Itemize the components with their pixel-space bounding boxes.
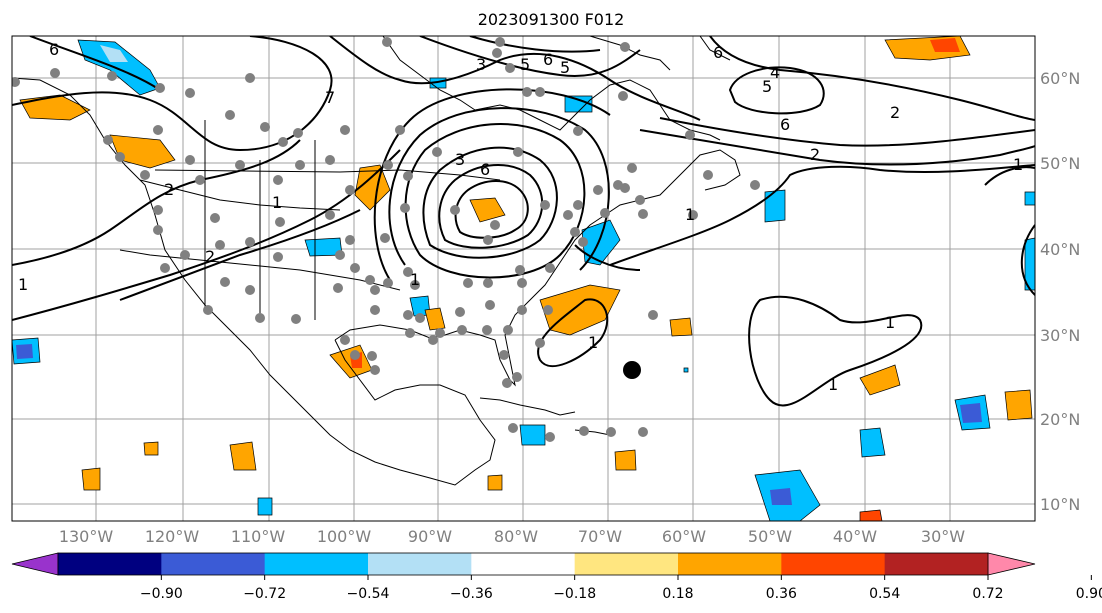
colorbar-segment	[884, 553, 989, 575]
svg-text:1: 1	[685, 205, 695, 224]
contours	[12, 36, 1035, 407]
svg-text:1: 1	[272, 193, 282, 212]
svg-text:5: 5	[520, 55, 530, 74]
svg-text:1: 1	[885, 313, 895, 332]
colorbar: −0.90 −0.72 −0.54 −0.36 −0.18 0.18 0.36 0.54 0.7…	[11, 552, 1102, 602]
svg-text:5: 5	[560, 58, 570, 77]
colorbar-low-extension	[11, 552, 59, 576]
svg-text:1: 1	[18, 275, 28, 294]
station-dots	[12, 37, 760, 442]
svg-text:6: 6	[49, 40, 59, 59]
svg-text:80°W: 80°W	[494, 527, 538, 546]
svg-text:2: 2	[205, 247, 215, 266]
svg-text:130°W: 130°W	[59, 527, 114, 546]
svg-text:90°W: 90°W	[408, 527, 452, 546]
colorbar-tick-label: 0.72	[972, 586, 1003, 602]
svg-text:70°W: 70°W	[578, 527, 622, 546]
svg-text:20°N: 20°N	[1040, 410, 1080, 429]
svg-text:3: 3	[455, 150, 465, 169]
colorbar-tick-label: −0.18	[553, 586, 596, 602]
svg-text:30°N: 30°N	[1040, 326, 1080, 345]
map-frame	[11, 35, 1036, 522]
colorbar-segment	[264, 553, 369, 575]
svg-text:50°W: 50°W	[748, 527, 792, 546]
svg-text:3: 3	[476, 55, 486, 74]
svg-text:40°W: 40°W	[833, 527, 877, 546]
svg-text:7: 7	[325, 88, 335, 107]
svg-text:110°W: 110°W	[231, 527, 286, 546]
svg-text:1: 1	[828, 375, 838, 394]
colorbar-tick-label: −0.36	[450, 586, 493, 602]
longitude-labels: 130°W 120°W 110°W 100°W 90°W 80°W 70°W 6…	[59, 527, 965, 546]
colorbar-tick-label: 0.18	[662, 586, 693, 602]
storm-center-marker	[623, 361, 641, 379]
colorbar-tick-label: −0.54	[347, 586, 390, 602]
colorbar-tick-label: 0.36	[766, 586, 797, 602]
svg-text:100°W: 100°W	[317, 527, 372, 546]
svg-text:6: 6	[543, 50, 553, 69]
colorbar-tick-label: 0.90	[1076, 586, 1102, 602]
colorbar-segment	[161, 553, 266, 575]
map-title: 2023091300 F012	[477, 10, 625, 29]
svg-text:1: 1	[410, 270, 420, 289]
svg-text:6: 6	[780, 115, 790, 134]
colorbar-tick-label: −0.72	[243, 586, 286, 602]
svg-text:50°N: 50°N	[1040, 154, 1080, 173]
colorbar-segment	[781, 553, 886, 575]
colorbar-segment	[471, 553, 576, 575]
shaded-field	[12, 36, 1035, 521]
colorbar-tick-label: 0.54	[869, 586, 900, 602]
colorbar-high-extension	[987, 552, 1036, 576]
svg-text:60°N: 60°N	[1040, 69, 1080, 88]
colorbar-segment	[678, 553, 782, 575]
svg-text:60°W: 60°W	[662, 527, 706, 546]
latitude-labels: 60°N 50°N 40°N 30°N 20°N 10°N	[1040, 69, 1080, 514]
colorbar-segment	[368, 553, 472, 575]
colorbar-segment	[58, 553, 162, 575]
contour-labels: 6 7 1 2 1 3 6 2 5 3 5 6 5 4 6 2 1 1 1 1 …	[18, 40, 1023, 394]
svg-text:6: 6	[713, 43, 723, 62]
svg-text:1: 1	[1013, 155, 1023, 174]
svg-text:10°N: 10°N	[1040, 495, 1080, 514]
svg-text:2: 2	[890, 103, 900, 122]
coastlines	[12, 36, 741, 486]
svg-text:6: 6	[480, 160, 490, 179]
svg-text:2: 2	[164, 180, 174, 199]
svg-text:4: 4	[770, 63, 780, 82]
colorbar-tick-label: −0.90	[140, 586, 183, 602]
svg-text:5: 5	[762, 77, 772, 96]
svg-text:1: 1	[588, 333, 598, 352]
svg-text:40°N: 40°N	[1040, 240, 1080, 259]
svg-text:2: 2	[810, 145, 820, 164]
svg-text:30°W: 30°W	[921, 527, 965, 546]
colorbar-segment	[574, 553, 679, 575]
svg-text:120°W: 120°W	[145, 527, 200, 546]
